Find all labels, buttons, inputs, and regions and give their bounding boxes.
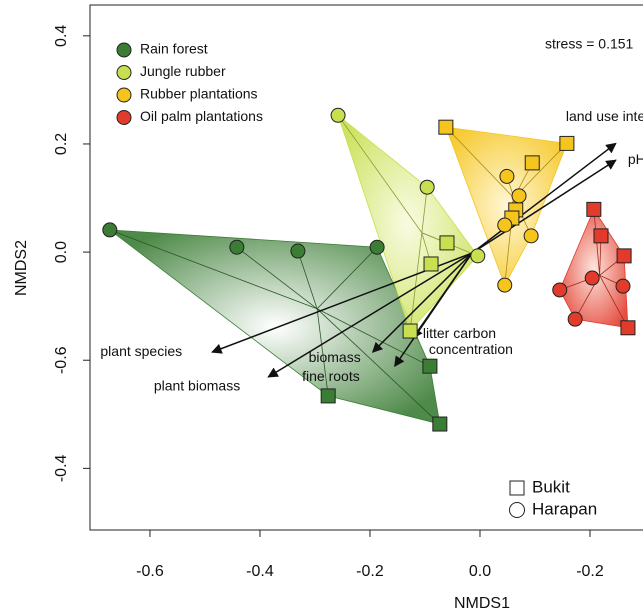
- legend-label: Jungle rubber: [140, 63, 226, 79]
- point: [559, 135, 575, 151]
- legend-swatch: [116, 65, 132, 80]
- y-tick-label: -0.4: [53, 454, 70, 482]
- spider-line: [599, 275, 629, 328]
- y-axis-label: NMDS2: [13, 240, 30, 296]
- vector-label: pH: [628, 151, 643, 167]
- point: [402, 323, 418, 339]
- vector-label: litter carbon: [423, 325, 496, 341]
- vector-arrow: [267, 252, 473, 378]
- legend-label: Oil palm plantations: [140, 108, 263, 124]
- y-tick-label: 0.4: [53, 25, 70, 47]
- point: [524, 155, 540, 171]
- point: [511, 188, 527, 204]
- vector-label: land use intensity: [566, 108, 643, 124]
- spider-line: [316, 308, 329, 396]
- point: [102, 222, 118, 238]
- vector-label: fine roots: [302, 368, 360, 384]
- plot-frame: [89, 4, 643, 531]
- point: [369, 239, 385, 255]
- spider-line: [421, 187, 428, 233]
- point: [593, 228, 609, 244]
- point: [422, 358, 438, 374]
- x-tick-label: -0.2: [356, 563, 384, 580]
- legend-marker: [509, 480, 525, 496]
- hull: [559, 208, 629, 329]
- legend-marker-label: Harapan: [532, 499, 597, 518]
- x-tick-label: 0.0: [469, 563, 491, 580]
- point: [423, 256, 439, 272]
- legend-swatch: [116, 42, 132, 58]
- point: [320, 388, 336, 404]
- point: [615, 278, 631, 294]
- spider-line: [513, 143, 568, 199]
- point: [523, 228, 539, 244]
- spider-line: [297, 250, 318, 309]
- legend-swatch: [116, 87, 132, 103]
- vector-arrow: [371, 252, 473, 353]
- point: [438, 119, 454, 135]
- point: [584, 270, 600, 286]
- stress-annotation: stress = 0.151: [545, 36, 634, 52]
- point: [470, 248, 486, 264]
- legend-marker-label: Bukit: [532, 477, 570, 496]
- point: [290, 243, 306, 259]
- vector-arrow: [471, 142, 617, 254]
- point: [497, 217, 513, 233]
- spider-line: [316, 308, 441, 425]
- point: [499, 168, 515, 184]
- legend-label: Rubber plantations: [140, 86, 258, 102]
- vector-arrow: [412, 252, 473, 339]
- point: [616, 248, 632, 264]
- point: [552, 282, 568, 298]
- legend-label: Rain forest: [140, 41, 208, 57]
- spider-line: [445, 126, 515, 199]
- vector-label: plant biomass: [154, 378, 240, 394]
- x-axis-label: NMDS1: [454, 595, 510, 612]
- point: [586, 201, 602, 217]
- legend-swatch: [116, 110, 132, 125]
- vector-label: concentration: [429, 341, 513, 357]
- x-tick-label: -0.2: [576, 563, 604, 580]
- x-tick-label: -0.6: [136, 563, 164, 580]
- point: [439, 235, 455, 251]
- spider-line: [316, 246, 378, 310]
- spider-line: [109, 229, 318, 310]
- spider-line: [409, 232, 423, 332]
- x-tick-label: -0.4: [246, 563, 274, 580]
- vector-arrow: [471, 159, 617, 254]
- point: [330, 107, 346, 123]
- legend-marker: [509, 502, 525, 518]
- point: [620, 320, 636, 336]
- vector-label: biomass: [309, 349, 361, 365]
- spider-line: [337, 115, 423, 233]
- y-tick-label: 0.2: [53, 133, 70, 155]
- spider-line: [316, 308, 431, 367]
- vector-label: plant species: [100, 343, 182, 359]
- point: [419, 179, 435, 195]
- point: [229, 239, 245, 255]
- point: [497, 277, 513, 293]
- y-tick-label: 0.0: [53, 241, 70, 263]
- hull: [108, 229, 441, 425]
- plot-area: [102, 107, 636, 432]
- point: [567, 311, 583, 327]
- point: [432, 416, 448, 432]
- y-tick-label: -0.6: [53, 346, 70, 374]
- spider-line: [236, 246, 318, 310]
